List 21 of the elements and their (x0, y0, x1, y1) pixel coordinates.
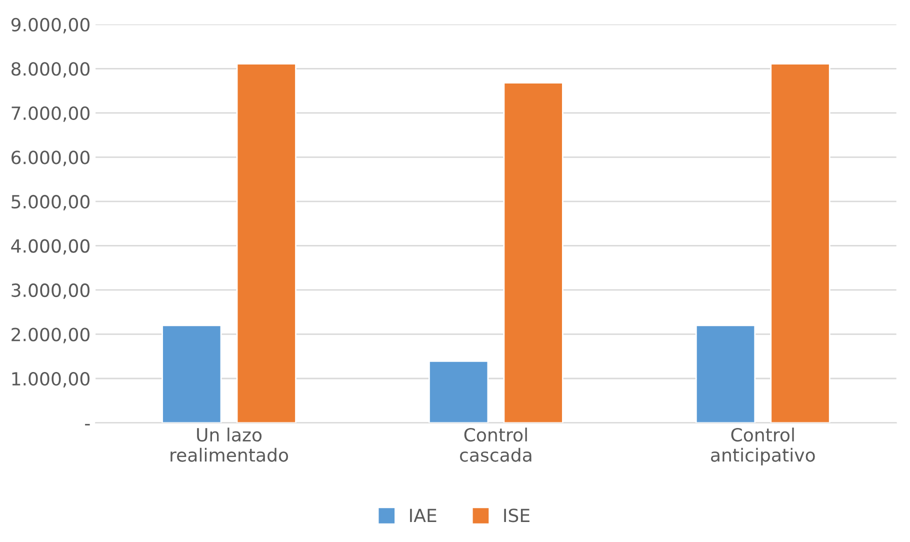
bar (428, 360, 489, 423)
y-tick-label: 7.000,00 (12, 106, 90, 122)
bar (236, 63, 296, 423)
y-tick-label: 1.000,00 (12, 372, 90, 388)
y-tick-label: 3.000,00 (12, 283, 90, 299)
legend-label: ISE (504, 508, 530, 522)
y-tick-label: 2.000,00 (12, 328, 90, 344)
y-tick-label: 4.000,00 (11, 239, 90, 255)
x-tick-label: Un lazo realimentado (170, 428, 288, 462)
bar (695, 324, 756, 423)
x-tick-label: Control cascada (460, 428, 532, 462)
bar (770, 63, 830, 423)
bar (503, 82, 564, 423)
y-tick-label: 9.000,00 (11, 18, 90, 34)
y-tick-label: - (85, 424, 90, 426)
bar (162, 324, 222, 423)
y-tick-label: 5.000,00 (12, 194, 90, 210)
y-tick-label: 6.000,00 (12, 150, 90, 166)
y-tick-label: 8.000,00 (12, 62, 90, 78)
x-tick-label: Control anticipativo (711, 428, 815, 466)
legend-label: IAE (410, 508, 436, 522)
